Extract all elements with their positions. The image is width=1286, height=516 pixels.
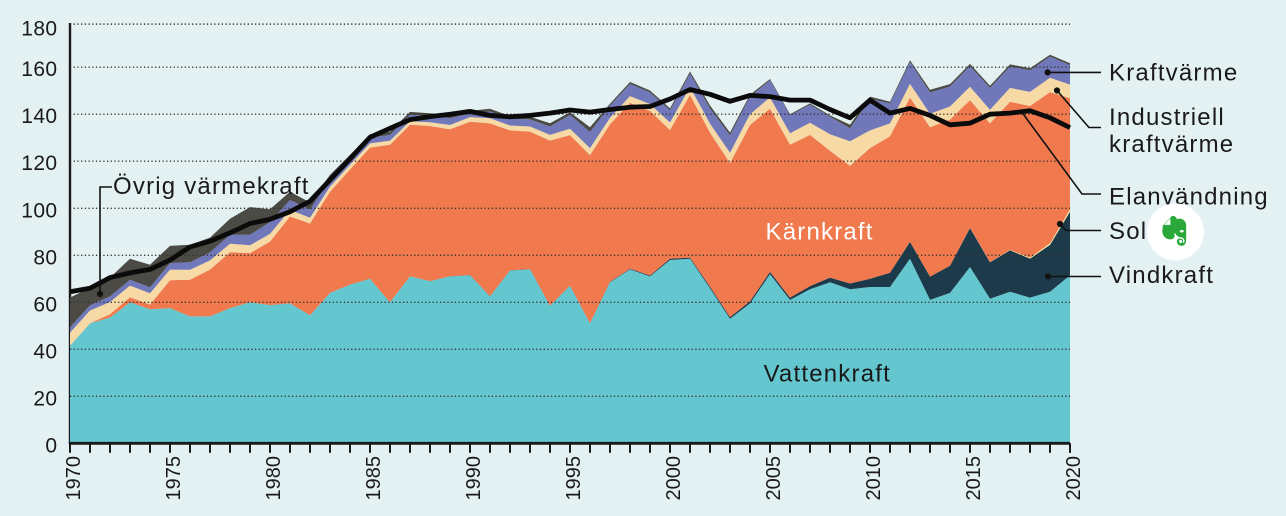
svg-text:2005: 2005 bbox=[763, 456, 785, 501]
svg-text:Vindkraft: Vindkraft bbox=[1109, 262, 1214, 289]
svg-text:1985: 1985 bbox=[363, 456, 385, 501]
svg-text:100: 100 bbox=[21, 199, 57, 222]
svg-text:2015: 2015 bbox=[963, 456, 985, 501]
svg-text:2000: 2000 bbox=[663, 456, 685, 501]
svg-text:140: 140 bbox=[21, 105, 57, 128]
svg-text:1980: 1980 bbox=[263, 456, 285, 501]
svg-text:Industriell: Industriell bbox=[1109, 104, 1225, 131]
svg-text:0: 0 bbox=[45, 434, 57, 457]
svg-text:160: 160 bbox=[21, 58, 57, 81]
svg-text:20: 20 bbox=[33, 387, 57, 410]
svg-text:Kärnkraft: Kärnkraft bbox=[766, 218, 874, 245]
svg-text:120: 120 bbox=[21, 152, 57, 175]
svg-text:kraftvärme: kraftvärme bbox=[1109, 131, 1234, 158]
svg-text:Kraftvärme: Kraftvärme bbox=[1109, 60, 1238, 87]
svg-text:1975: 1975 bbox=[163, 456, 185, 501]
svg-text:Elanvändning: Elanvändning bbox=[1109, 184, 1269, 211]
svg-text:Sol: Sol bbox=[1109, 218, 1147, 245]
svg-text:1990: 1990 bbox=[463, 456, 485, 501]
svg-text:60: 60 bbox=[33, 293, 57, 316]
svg-text:2020: 2020 bbox=[1063, 456, 1085, 501]
svg-text:2010: 2010 bbox=[863, 456, 885, 501]
svg-text:Övrig värmekraft: Övrig värmekraft bbox=[113, 173, 310, 200]
svg-text:40: 40 bbox=[33, 340, 57, 363]
svg-text:180: 180 bbox=[21, 18, 57, 41]
svg-text:1995: 1995 bbox=[563, 456, 585, 501]
svg-text:1970: 1970 bbox=[63, 456, 85, 501]
svg-text:80: 80 bbox=[33, 246, 57, 269]
svg-text:Vattenkraft: Vattenkraft bbox=[764, 361, 891, 388]
